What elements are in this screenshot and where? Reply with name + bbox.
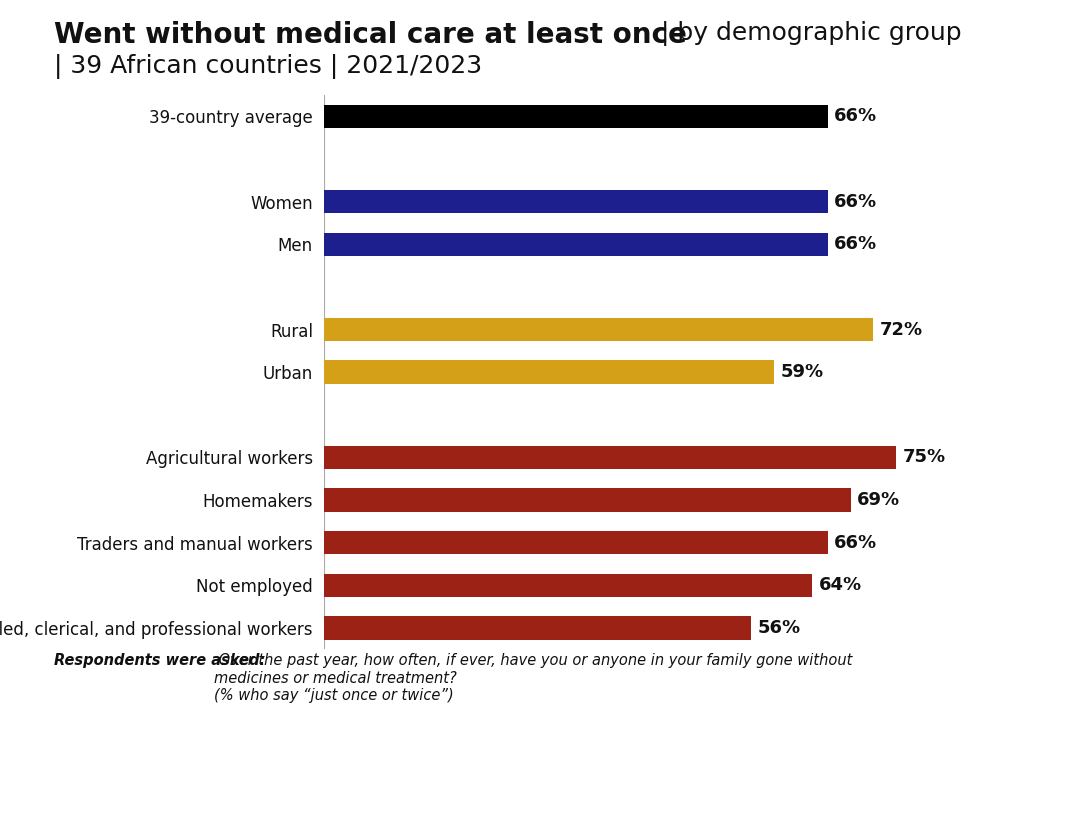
Bar	[324, 105, 827, 128]
Bar	[324, 446, 896, 469]
Text: | by demographic group: | by demographic group	[653, 21, 962, 45]
Bar	[324, 361, 774, 384]
Text: Went without medical care at least once: Went without medical care at least once	[54, 21, 687, 49]
Text: 56%: 56%	[757, 619, 800, 637]
Bar	[324, 531, 827, 554]
Text: 75%: 75%	[903, 448, 945, 466]
Bar	[324, 488, 851, 512]
Text: Over the past year, how often, if ever, have you or anyone in your family gone w: Over the past year, how often, if ever, …	[214, 653, 852, 703]
Bar	[324, 574, 812, 597]
Text: | 39 African countries | 2021/2023: | 39 African countries | 2021/2023	[54, 54, 482, 79]
Bar	[324, 616, 752, 639]
Text: 64%: 64%	[819, 576, 862, 595]
Text: Respondents were asked:: Respondents were asked:	[54, 653, 266, 668]
Text: 69%: 69%	[856, 491, 900, 509]
Text: AFROBAROMETER: AFROBAROMETER	[684, 745, 1048, 779]
Text: 66%: 66%	[834, 108, 877, 126]
Bar	[324, 190, 827, 213]
Text: 72%: 72%	[879, 321, 922, 338]
Text: 66%: 66%	[834, 236, 877, 253]
Bar	[324, 318, 874, 342]
Text: infographic of the week: infographic of the week	[818, 796, 1048, 815]
Bar	[324, 232, 827, 256]
Text: 66%: 66%	[834, 193, 877, 211]
Text: 66%: 66%	[834, 533, 877, 552]
Text: 59%: 59%	[780, 363, 823, 381]
